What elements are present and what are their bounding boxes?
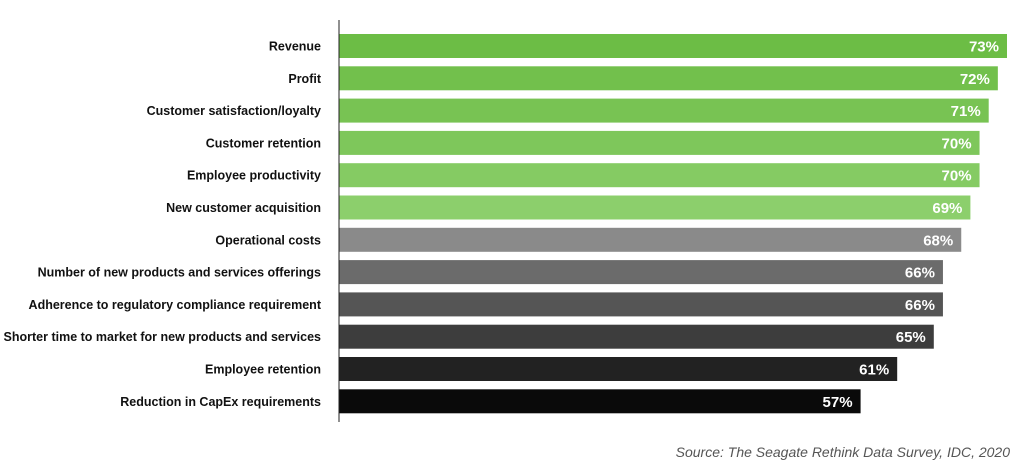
- value-label-7: 66%: [905, 265, 935, 282]
- category-label-9: Shorter time to market for new products …: [4, 330, 321, 344]
- value-label-1: 72%: [960, 71, 990, 88]
- value-label-2: 71%: [951, 103, 981, 120]
- source-note: Source: The Seagate Rethink Data Survey,…: [675, 444, 1010, 460]
- bar-9: [339, 324, 934, 349]
- category-label-10: Employee retention: [205, 363, 321, 377]
- value-label-10: 61%: [859, 362, 889, 379]
- value-labels-group: 73% 72% 71% 70% 70% 69% 68% 66% 66% 65% 61% 57%: [823, 39, 999, 411]
- category-label-11: Reduction in CapEx requirements: [120, 395, 321, 409]
- bar-8: [339, 292, 943, 317]
- bar-4: [339, 163, 980, 188]
- bar-3: [339, 130, 980, 155]
- category-label-6: Operational costs: [215, 233, 321, 247]
- category-label-0: Revenue: [269, 40, 321, 54]
- bar-6: [339, 227, 962, 252]
- value-label-5: 69%: [932, 200, 962, 217]
- category-label-2: Customer satisfaction/loyalty: [147, 104, 321, 118]
- value-label-6: 68%: [923, 232, 953, 249]
- bar-2: [339, 98, 989, 123]
- bar-7: [339, 260, 943, 285]
- bar-11: [339, 389, 861, 414]
- value-label-8: 66%: [905, 297, 935, 314]
- category-label-1: Profit: [288, 72, 321, 86]
- value-label-3: 70%: [942, 135, 972, 152]
- value-label-0: 73%: [969, 39, 999, 56]
- category-label-7: Number of new products and services offe…: [38, 266, 321, 280]
- value-label-9: 65%: [896, 329, 926, 346]
- category-label-4: Employee productivity: [187, 169, 321, 183]
- category-label-3: Customer retention: [206, 136, 321, 150]
- value-label-11: 57%: [823, 394, 853, 411]
- category-label-5: New customer acquisition: [166, 201, 321, 215]
- category-labels-group: Revenue Profit Customer satisfaction/loyal…: [4, 40, 322, 409]
- bar-5: [339, 195, 971, 220]
- value-label-4: 70%: [942, 168, 972, 185]
- bar-0: [339, 34, 1007, 58]
- category-label-8: Adherence to regulatory compliance requi…: [29, 298, 322, 312]
- bars-group: [339, 34, 1007, 414]
- bar-1: [339, 66, 998, 91]
- bar-10: [339, 357, 898, 381]
